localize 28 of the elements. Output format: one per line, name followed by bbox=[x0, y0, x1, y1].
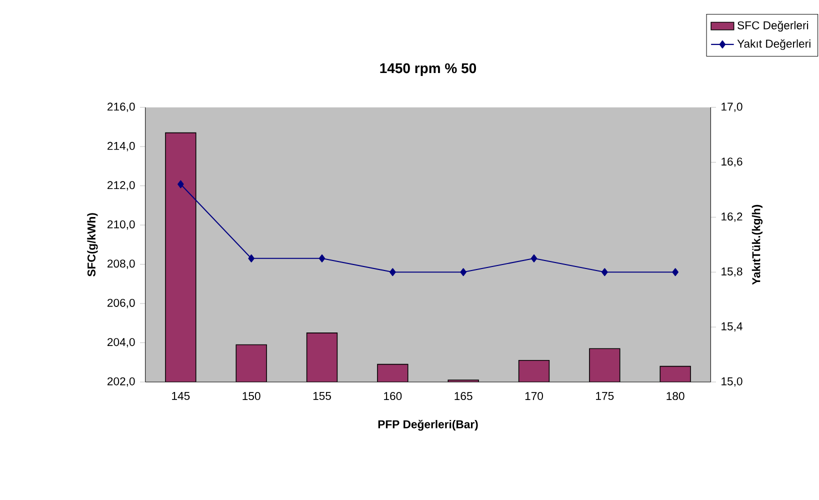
y2-tick-label: 16,6 bbox=[722, 158, 742, 167]
x-tick-label: 170 bbox=[525, 392, 543, 400]
y2-tick-label: 15,8 bbox=[722, 267, 742, 277]
y2-tick-label: 15,4 bbox=[722, 322, 742, 332]
y2-tick-label: 15,0 bbox=[722, 377, 742, 387]
chart-title: 1450 rpm % 50 bbox=[380, 63, 476, 76]
x-tick-label: 175 bbox=[596, 392, 614, 400]
x-tick-label: 155 bbox=[313, 392, 331, 400]
y2-tick-label: 17,0 bbox=[722, 102, 742, 112]
x-axis-title: PFP Değerleri(Bar) bbox=[378, 420, 478, 431]
x-tick-label: 145 bbox=[172, 392, 190, 400]
y-tick-label: 204,0 bbox=[108, 338, 135, 348]
y-tick-label: 216,0 bbox=[108, 102, 135, 112]
legend-label: Yakıt Değerleri bbox=[737, 39, 810, 50]
y-tick-label: 214,0 bbox=[108, 142, 135, 152]
y-tick-label: 202,0 bbox=[108, 377, 135, 387]
y-axis-title: SFC(g/kWh) bbox=[87, 213, 98, 276]
x-tick-label: 180 bbox=[666, 392, 684, 400]
y-tick-label: 206,0 bbox=[108, 298, 135, 308]
y-tick-label: 212,0 bbox=[108, 181, 135, 190]
y2-tick-label: 16,2 bbox=[722, 212, 742, 222]
y-tick-label: 210,0 bbox=[108, 220, 135, 230]
x-tick-label: 165 bbox=[454, 392, 472, 400]
y-tick-label: 208,0 bbox=[108, 260, 135, 269]
x-tick-label: 160 bbox=[384, 392, 402, 400]
x-tick-label: 150 bbox=[242, 392, 260, 400]
legend-label: SFC Değerleri bbox=[738, 20, 808, 32]
y2-axis-title: YakıtTük.(kg/h) bbox=[752, 204, 763, 285]
